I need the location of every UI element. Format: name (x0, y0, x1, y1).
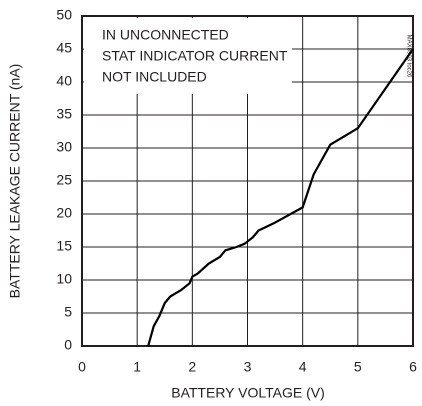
annotation: NOT INCLUDED (102, 69, 207, 85)
y-tick-label: 30 (56, 139, 72, 155)
x-tick-label: 3 (244, 359, 252, 375)
x-tick-label: 5 (354, 359, 362, 375)
y-tick-label: 15 (56, 238, 72, 254)
y-tick-label: 20 (56, 205, 72, 221)
y-tick-label: 25 (56, 172, 72, 188)
y-axis-label: BATTERY LEAKAGE CURRENT (nA) (7, 64, 23, 299)
y-tick-label: 0 (64, 337, 72, 353)
y-tick-label: 10 (56, 271, 72, 287)
x-tick-label: 1 (133, 359, 141, 375)
annotation-box (84, 18, 292, 94)
y-tick-label: 50 (56, 7, 72, 23)
x-tick-label: 2 (188, 359, 196, 375)
y-tick-label: 45 (56, 40, 72, 56)
x-tick-label: 4 (299, 359, 307, 375)
annotation: STAT INDICATOR CURRENT (102, 48, 288, 64)
x-tick-label: 0 (78, 359, 86, 375)
x-tick-label: 6 (409, 359, 417, 375)
annotation: IN UNCONNECTED (102, 27, 229, 43)
y-tick-label: 35 (56, 106, 72, 122)
y-tick-label: 40 (56, 73, 72, 89)
plot-frame (81, 15, 414, 347)
data-line (147, 48, 414, 347)
y-tick-label: 5 (64, 304, 72, 320)
x-axis-label: BATTERY VOLTAGE (V) (171, 385, 325, 401)
